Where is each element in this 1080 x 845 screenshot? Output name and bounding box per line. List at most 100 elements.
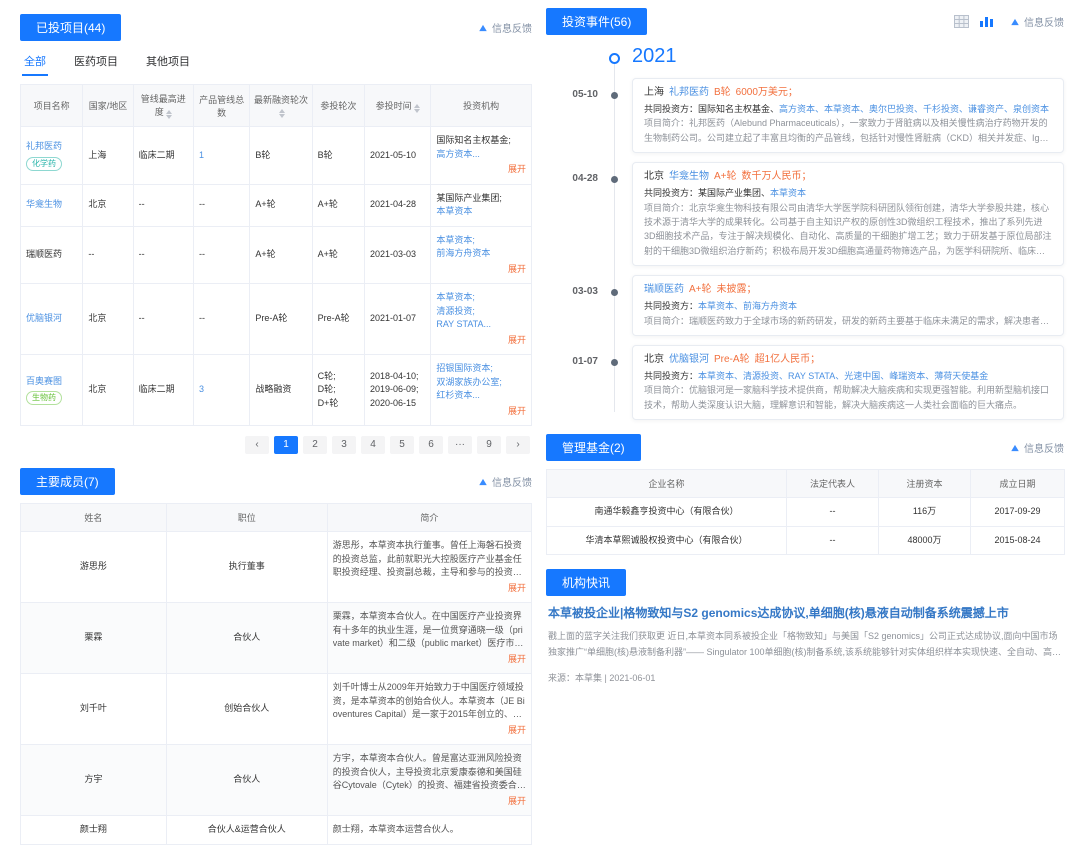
sort-caret-icon[interactable] [413, 103, 420, 113]
table-row: 颜士翔 合伙人&运营合伙人 颜士翔，本草资本运营合伙人。 [20, 815, 533, 845]
fund-legal-rep: -- [786, 525, 879, 556]
region-cell: -- [82, 225, 134, 284]
project-name-link[interactable]: 百奥赛图 [26, 375, 63, 386]
member-role: 合伙人 [165, 602, 328, 674]
members-title[interactable]: 主要成员(7) [20, 468, 115, 495]
event-date: 04-28 [572, 173, 598, 185]
news-title[interactable]: 机构快讯 [546, 569, 627, 597]
tab-other-projects[interactable]: 其他项目 [146, 56, 190, 68]
col-member-role: 职位 [165, 503, 328, 532]
prev-page-button[interactable]: ‹ [245, 436, 269, 454]
latest-round-cell: B轮 [249, 126, 313, 185]
table-header-row: 企业名称 法定代表人 注册资本 成立日期 [546, 469, 1065, 499]
event-investors-link[interactable]: 本草资本、前海方舟资本 [698, 301, 798, 312]
member-name: 游思彤 [20, 531, 167, 603]
event-company-link[interactable]: 优脑银河 [669, 353, 709, 365]
pipeline-count-cell: -- [192, 283, 251, 355]
event-round: B轮 [714, 87, 731, 98]
event-company-link[interactable]: 华龛生物 [669, 171, 709, 183]
news-headline-link[interactable]: 本草被投企业|格物致知与S2 genomics达成协议,单细胞(核)悬液自动制备… [548, 606, 1009, 621]
page-ellipsis[interactable]: ··· [448, 436, 472, 454]
expand-link[interactable]: 展开 [507, 334, 526, 345]
page-button-5[interactable]: 5 [390, 436, 414, 454]
pagination: ‹ 1 2 3 4 5 6 ··· 9 › [22, 436, 530, 454]
expand-link[interactable]: 展开 [507, 263, 526, 274]
invest-date-cell: 2021-05-10 [363, 126, 432, 185]
feedback-link-events[interactable]: 信息反馈 [1010, 14, 1064, 29]
table-row: 刘千叶 创始合伙人 刘千叶博士从2009年开始致力于中国医疗领域投资，是本草资本… [20, 673, 533, 745]
latest-round-cell: A+轮 [249, 183, 313, 227]
managed-funds-title[interactable]: 管理基金(2) [546, 434, 641, 462]
feedback-label: 信息反馈 [492, 24, 532, 35]
event-intro: 礼邦医药（Alebund Pharmaceuticals），一家致力于肾脏病以及… [644, 118, 1048, 143]
invested-projects-title[interactable]: 已投项目(44) [20, 14, 122, 41]
co-investors-label: 共同投资方： [644, 370, 699, 381]
investors-link[interactable]: 招银国际资本; 双湖家族办公室; 红杉资本... [436, 363, 502, 400]
project-name-link[interactable]: 华龛生物 [26, 199, 63, 210]
tab-all[interactable]: 全部 [22, 49, 48, 76]
pipeline-count-link[interactable]: 1 [198, 149, 204, 160]
page-button-4[interactable]: 4 [361, 436, 385, 454]
fund-name: 华清本草熙诚股权投资中心（有限合伙） [546, 525, 787, 556]
investor-plain: 某国际产业集团; [436, 192, 502, 203]
project-name-link[interactable]: 优脑银河 [26, 313, 63, 324]
event-investors-link[interactable]: 本草资本 [770, 188, 807, 199]
event-investors-link[interactable]: 高方资本、本草资本、奥尔巴投资、千杉投资、谦睿资产、泉创资本 [779, 104, 1050, 114]
event-item: 05-10 上海 礼邦医药 B轮 6000万美元； 共同投资方：国际知名主权基金、高方… [546, 78, 1064, 154]
news-body: 戳上面的蓝字关注我们获取更 近日,本草资本同系被投企业「格物致知」与美国「S2 … [548, 631, 1062, 657]
feedback-link-members[interactable]: 信息反馈 [478, 474, 532, 489]
fund-legal-rep: -- [786, 497, 879, 527]
event-company-link[interactable]: 瑞顺医药 [644, 284, 684, 296]
pipeline-count-link[interactable]: 3 [198, 384, 204, 395]
feedback-link-invested[interactable]: 信息反馈 [478, 20, 532, 35]
chart-view-icon[interactable] [979, 15, 994, 28]
event-round: A+轮 [714, 171, 737, 183]
page-button-3[interactable]: 3 [332, 436, 356, 454]
event-card: 北京 华龛生物 A+轮 数千万人民币； 共同投资方：某国际产业集团、本草资本 项目简介… [632, 162, 1064, 267]
col-latest-round: 最新融资轮次 [249, 84, 313, 127]
expand-link[interactable]: 展开 [507, 724, 526, 735]
sort-caret-icon[interactable] [278, 109, 285, 118]
event-dot-icon [611, 289, 618, 297]
sort-caret-icon[interactable] [165, 110, 172, 119]
invest-date-cell: 2018-04-10; 2019-06-09; 2020-06-15 [363, 354, 432, 426]
project-name-link[interactable]: 礼邦医药 [26, 141, 63, 151]
event-card: 北京 优脑银河 Pre-A轮 超1亿人民币； 共同投资方：本草资本、清源投资、RAY … [632, 344, 1064, 421]
investors-link[interactable]: 高方资本... [436, 148, 480, 159]
expand-link[interactable]: 展开 [507, 795, 526, 806]
investors-link[interactable]: 本草资本; 清源投资; RAY STATA... [436, 292, 492, 329]
investors-link[interactable]: 本草资本; 前海方舟资本 [436, 234, 491, 259]
expand-link[interactable]: 展开 [507, 164, 526, 174]
page-button-2[interactable]: 2 [303, 436, 327, 454]
investment-events-title[interactable]: 投资事件(56) [546, 8, 648, 35]
event-round: Pre-A轮 [714, 353, 750, 365]
feedback-link-funds[interactable]: 信息反馈 [1010, 440, 1064, 455]
expand-link[interactable]: 展开 [507, 405, 526, 416]
latest-round-cell: A+轮 [249, 225, 313, 284]
event-city: 上海 [644, 87, 664, 98]
event-investors-link[interactable]: 本草资本、清源投资、RAY STATA、光速中国、峰瑞资本、薄荷天使基金 [698, 370, 989, 381]
event-city: 北京 [644, 353, 664, 365]
next-page-button[interactable]: › [506, 436, 530, 454]
managed-funds-table: 企业名称 法定代表人 注册资本 成立日期 南通华毅鑫亨投资中心（有限合伙） --… [546, 469, 1065, 556]
timeline-line [614, 55, 615, 413]
tab-pharma-projects[interactable]: 医药项目 [74, 56, 118, 68]
expand-link[interactable]: 展开 [507, 582, 526, 593]
expand-link[interactable]: 展开 [507, 653, 526, 664]
page-button-6[interactable]: 6 [419, 436, 443, 454]
table-view-icon[interactable] [954, 15, 969, 28]
member-bio: 刘千叶博士从2009年开始致力于中国医疗领域投资，是本草资本的创始合伙人。本草资… [332, 682, 525, 719]
intro-label: 项目简介： [644, 118, 690, 129]
member-name: 方宇 [20, 744, 167, 816]
stage-cell: 临床二期 [132, 354, 194, 426]
col-pipeline-stage: 管线最高进度 [132, 84, 194, 127]
fund-capital: 116万 [878, 497, 971, 527]
investors-link[interactable]: 本草资本 [436, 206, 473, 216]
event-company-link[interactable]: 礼邦医药 [669, 87, 709, 98]
invest-round-cell: Pre-A轮 [311, 283, 365, 355]
page-button-9[interactable]: 9 [477, 436, 501, 454]
col-founded-date: 成立日期 [970, 469, 1065, 499]
region-cell: 北京 [82, 183, 134, 227]
page-button-1[interactable]: 1 [274, 436, 298, 454]
pipeline-count-cell: -- [192, 183, 251, 227]
